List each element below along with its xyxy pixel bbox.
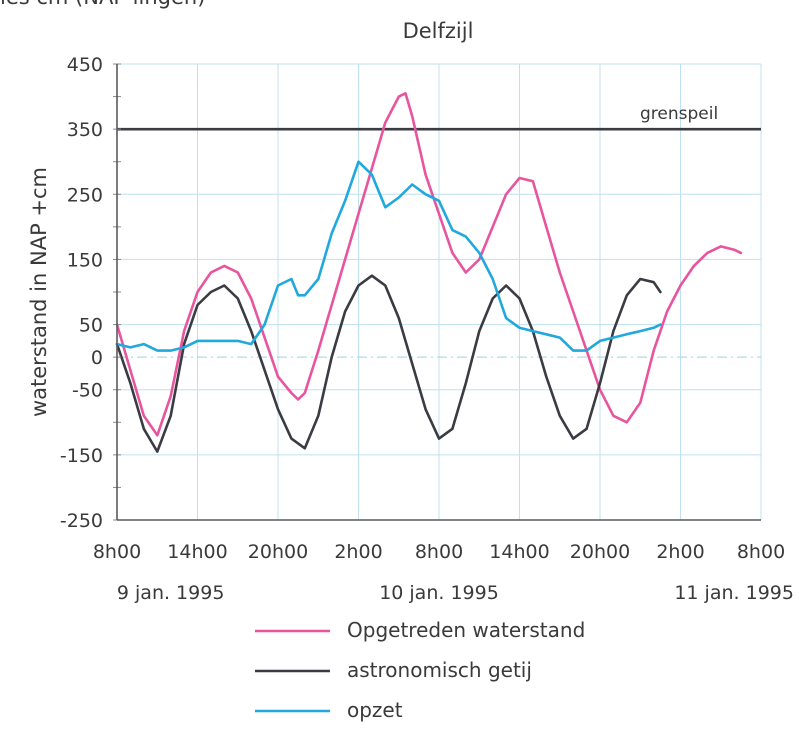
x-tick-label: 20h00: [248, 541, 308, 563]
y-axis-label: waterstand in NAP +cm: [27, 167, 51, 417]
y-tick-label: -50: [72, 380, 103, 402]
y-tick-label: 450: [67, 54, 103, 76]
grid: [117, 63, 762, 520]
date-label: 10 jan. 1995: [379, 582, 499, 604]
x-tick-labels: 8h00 14h00 20h00 2h00 8h00 14h00 20h00 2h00 8h00: [93, 541, 785, 563]
y-tick-label: 50: [79, 315, 103, 337]
x-tick-label: 8h00: [415, 541, 463, 563]
date-labels: 9 jan. 1995 10 jan. 1995 11 jan. 1995: [117, 582, 794, 604]
date-label: 9 jan. 1995: [117, 582, 225, 604]
x-tick-label: 8h00: [737, 541, 785, 563]
legend: Opgetreden waterstand astronomisch getij o…: [255, 618, 585, 722]
grenspeil-label: grenspeil: [640, 104, 718, 124]
y-tick-labels: 450 350 250 150 50 0 -50 -150 -250: [60, 54, 103, 532]
reference-line-group: grenspeil: [117, 104, 761, 131]
y-tick-label: 250: [67, 184, 103, 206]
legend-label: Opgetreden waterstand: [347, 618, 585, 642]
x-tick-label: 14h00: [167, 541, 227, 563]
series-line-3: [115, 160, 662, 352]
series-line-1: [115, 92, 743, 437]
y-tick-label: 150: [67, 249, 103, 271]
x-tick-label: 2h00: [656, 541, 704, 563]
cut-header-text: ies cm (NAP lingen): [0, 0, 205, 9]
axes: [113, 63, 761, 521]
x-tick-label: 8h00: [93, 541, 141, 563]
x-tick-label: 2h00: [334, 541, 382, 563]
x-tick-label: 20h00: [570, 541, 630, 563]
legend-label: astronomisch getij: [347, 658, 532, 682]
x-tick-label: 14h00: [489, 541, 549, 563]
series-group: [115, 92, 743, 453]
chart-title: Delfzijl: [403, 19, 474, 43]
y-tick-label: 350: [67, 119, 103, 141]
legend-label: opzet: [347, 698, 403, 722]
series-line-2: [115, 274, 662, 453]
date-label: 11 jan. 1995: [674, 582, 794, 604]
y-tick-label: 0: [91, 347, 103, 369]
y-tick-label: -250: [60, 510, 103, 532]
y-tick-label: -150: [60, 445, 103, 467]
